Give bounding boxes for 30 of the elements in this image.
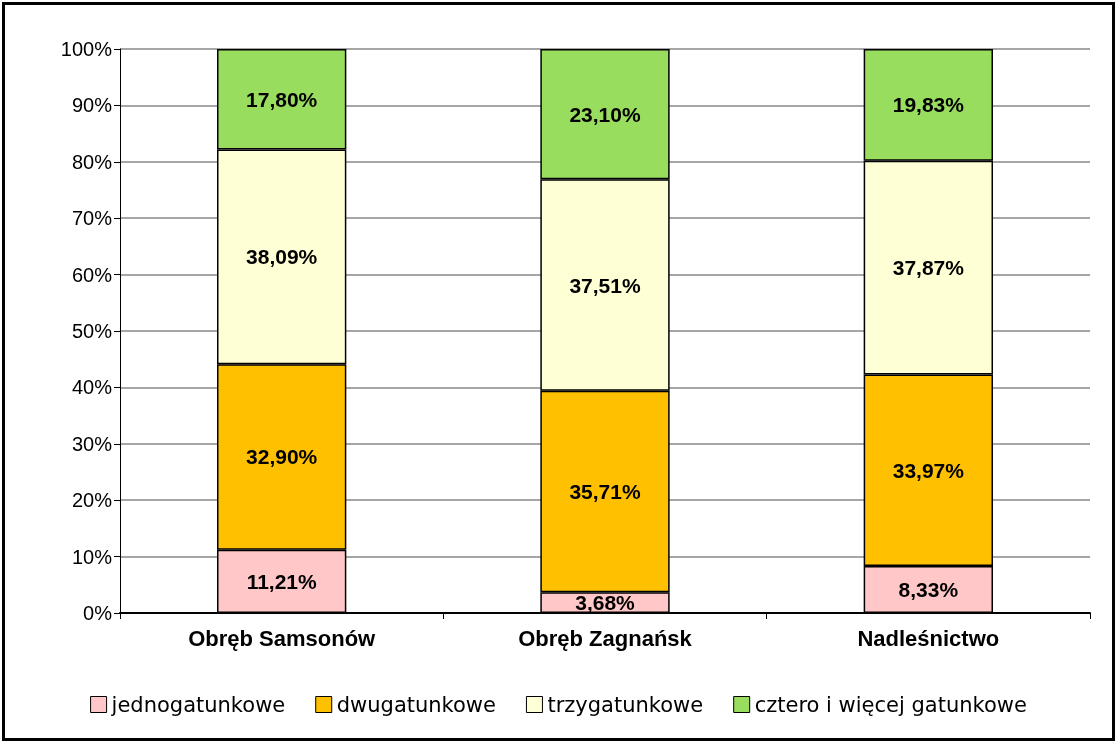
y-tick-label: 40%	[71, 376, 113, 399]
y-tick-label: 100%	[60, 38, 113, 60]
data-label: 17,80%	[246, 87, 318, 111]
y-tick-label: 90%	[71, 94, 113, 117]
data-label: 35,71%	[569, 480, 641, 504]
y-tick-label: 20%	[71, 489, 113, 512]
legend-label: jednogatunkowe	[110, 692, 286, 717]
y-tick-label: 70%	[71, 207, 113, 230]
data-label: 23,10%	[569, 102, 641, 126]
data-label: 38,09%	[246, 245, 318, 269]
x-tick-label: Obręb Zagnańsk	[518, 625, 693, 651]
legend-label: dwugatunkowe	[336, 692, 496, 717]
data-label: 19,83%	[892, 93, 965, 117]
data-label: 11,21%	[246, 569, 318, 593]
data-label: 32,90%	[246, 445, 318, 469]
x-tick-label: Nadleśnictwo	[857, 625, 1000, 651]
y-tick-label: 0%	[83, 602, 113, 624]
y-tick-label: 10%	[71, 545, 113, 568]
data-label: 37,87%	[892, 256, 965, 280]
y-tick-label: 50%	[71, 320, 113, 342]
data-label: 33,97%	[892, 458, 965, 482]
x-tick-label: Obręb Samsonów	[188, 625, 377, 651]
y-tick-label: 30%	[71, 432, 113, 455]
data-label: 37,51%	[569, 273, 641, 297]
legend-label: cztero i więcej gatunkowe	[754, 692, 1027, 717]
data-label: 3,68%	[575, 591, 636, 615]
y-tick-label: 80%	[71, 150, 113, 173]
y-tick-label: 60%	[71, 263, 113, 286]
legend-label: trzygatunkowe	[547, 692, 704, 717]
data-label: 8,33%	[898, 578, 959, 602]
